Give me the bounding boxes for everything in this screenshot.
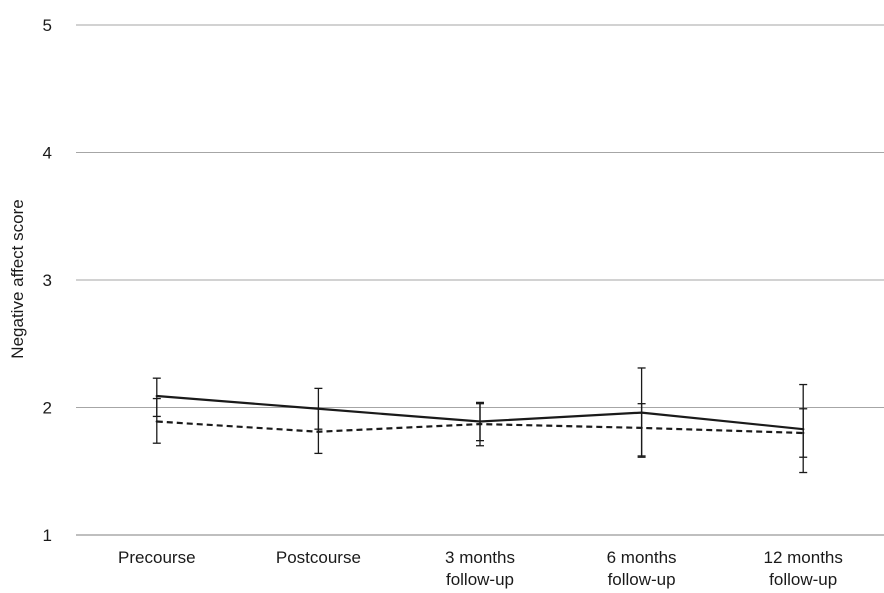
data-point (155, 394, 158, 398)
series-dashed (152, 397, 808, 458)
x-tick-label: Postcourse (276, 548, 361, 567)
y-tick-label: 3 (43, 271, 52, 290)
y-tick-labels: 1 2 3 4 5 (43, 16, 52, 545)
data-point (640, 426, 643, 430)
data-point (155, 420, 158, 423)
y-tick-label: 5 (43, 16, 52, 35)
x-tick-label: 6 months follow-up (607, 548, 677, 589)
data-point (802, 431, 805, 435)
series-layer (152, 367, 808, 474)
x-category-labels: Precourse Postcourse 3 months follow-up 6 mo… (118, 548, 843, 589)
y-tick-label: 1 (43, 526, 52, 545)
y-tick-label: 2 (43, 399, 52, 418)
data-point (317, 430, 320, 433)
error-bar (637, 403, 646, 458)
x-tick-label: 12 months follow-up (764, 548, 843, 589)
y-axis-title: Negative affect score (8, 199, 27, 358)
y-tick-label: 4 (43, 144, 52, 163)
data-point (478, 422, 482, 426)
x-tick-label: 3 months follow-up (445, 548, 515, 589)
gridlines (76, 24, 884, 536)
x-tick-label: Precourse (118, 548, 195, 567)
